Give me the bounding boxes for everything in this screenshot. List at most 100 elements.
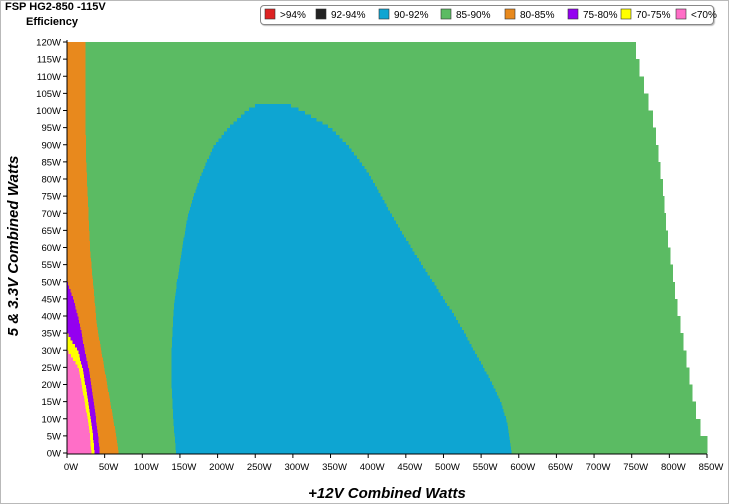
legend-label: >94%	[280, 10, 306, 21]
cell-80-85	[67, 220, 89, 224]
y-axis-title: 5 & 3.3V Combined Watts	[5, 156, 22, 337]
cell-90-92	[191, 199, 385, 204]
chart-subtitle: Efficiency	[26, 16, 78, 28]
cell-lt70	[67, 350, 69, 355]
cell-lt70	[67, 353, 71, 358]
cell-85-90	[67, 151, 659, 156]
cell-90-92	[174, 298, 445, 303]
cell-80-85	[67, 182, 88, 187]
cell-75-80	[67, 326, 81, 331]
plot-area	[67, 42, 708, 454]
cell-lt70	[67, 360, 76, 365]
cell-85-90	[67, 93, 649, 98]
y-tick-label: 55W	[41, 260, 61, 271]
cell-90-92	[224, 131, 336, 135]
cell-90-92	[171, 374, 489, 379]
cell-90-92	[173, 312, 455, 317]
cell-75-80	[67, 292, 72, 296]
cell-80-85	[67, 271, 93, 276]
cell-80-85	[67, 179, 88, 183]
cell-lt70	[67, 401, 85, 406]
x-tick-label: 100W	[134, 462, 159, 473]
cell-85-90	[67, 124, 654, 129]
cell-90-92	[186, 223, 398, 228]
cell-lt70	[67, 387, 83, 392]
y-tick-label: 95W	[41, 123, 61, 134]
cell-85-90	[67, 79, 645, 84]
cell-90-92	[175, 446, 511, 450]
y-tick-label: 75W	[41, 192, 61, 203]
cell-70-75	[67, 346, 77, 351]
cell-80-85	[67, 76, 86, 81]
cell-80-85	[67, 117, 86, 122]
cell-80-85	[67, 59, 86, 63]
cell-80-85	[67, 161, 87, 166]
cell-85-90	[67, 155, 659, 159]
cell-90-92	[188, 209, 391, 214]
cell-85-90	[67, 42, 636, 46]
cell-80-85	[67, 213, 89, 218]
cell-90-92	[210, 151, 355, 156]
legend-label: 90-92%	[394, 10, 429, 21]
cell-80-85	[67, 72, 86, 77]
cell-90-92	[172, 319, 459, 324]
x-tick-label: 700W	[586, 462, 611, 473]
cell-90-92	[176, 449, 512, 454]
y-tick-label: 60W	[41, 243, 61, 254]
legend-swatch	[378, 8, 390, 20]
cell-80-85	[67, 261, 92, 266]
cell-85-90	[67, 72, 640, 77]
cell-90-92	[218, 137, 343, 142]
cell-90-92	[185, 226, 400, 231]
cell-90-92	[172, 333, 466, 337]
cell-80-85	[67, 223, 89, 228]
cell-lt70	[67, 429, 90, 433]
cell-70-75	[67, 333, 69, 337]
cell-90-92	[176, 281, 435, 286]
x-tick-label: 500W	[435, 462, 460, 473]
x-tick-label: 0W	[64, 462, 78, 473]
cell-90-92	[200, 175, 372, 180]
cell-85-90	[67, 69, 640, 74]
cell-90-92	[183, 240, 409, 245]
cell-75-80	[67, 305, 76, 310]
cell-80-85	[67, 103, 86, 108]
cell-80-85	[67, 264, 92, 269]
cell-80-85	[67, 274, 93, 279]
cell-90-92	[173, 422, 508, 427]
y-tick-label: 15W	[41, 397, 61, 408]
cell-80-85	[67, 172, 87, 176]
cell-90-92	[172, 394, 499, 399]
cell-80-85	[67, 336, 100, 341]
cell-80-85	[67, 79, 86, 84]
cell-90-92	[174, 302, 448, 307]
cell-80-85	[67, 216, 89, 221]
cell-85-90	[67, 66, 640, 70]
cell-80-85	[67, 62, 86, 67]
cell-90-92	[189, 206, 389, 211]
legend-label: <70%	[691, 10, 717, 21]
cell-90-92	[174, 429, 509, 433]
cell-80-85	[67, 48, 86, 53]
cell-90-92	[174, 432, 510, 437]
cell-75-80	[67, 288, 71, 293]
y-tick-label: 40W	[41, 312, 61, 323]
cell-lt70	[67, 381, 82, 385]
cell-80-85	[67, 316, 97, 320]
cell-80-85	[67, 333, 99, 337]
cell-75-80	[67, 336, 83, 341]
cell-80-85	[67, 340, 100, 344]
cell-90-92	[176, 285, 437, 290]
cell-85-90	[67, 158, 659, 163]
cell-90-92	[186, 220, 396, 224]
x-tick-label: 400W	[360, 462, 385, 473]
cell-90-92	[226, 127, 333, 132]
cell-90-92	[174, 295, 443, 300]
cell-70-75	[67, 357, 81, 361]
x-tick-label: 600W	[510, 462, 535, 473]
cell-80-85	[67, 298, 95, 303]
cell-90-92	[173, 316, 457, 320]
cell-90-92	[171, 343, 472, 348]
legend-label: 75-80%	[583, 10, 618, 21]
cell-85-90	[67, 137, 657, 142]
